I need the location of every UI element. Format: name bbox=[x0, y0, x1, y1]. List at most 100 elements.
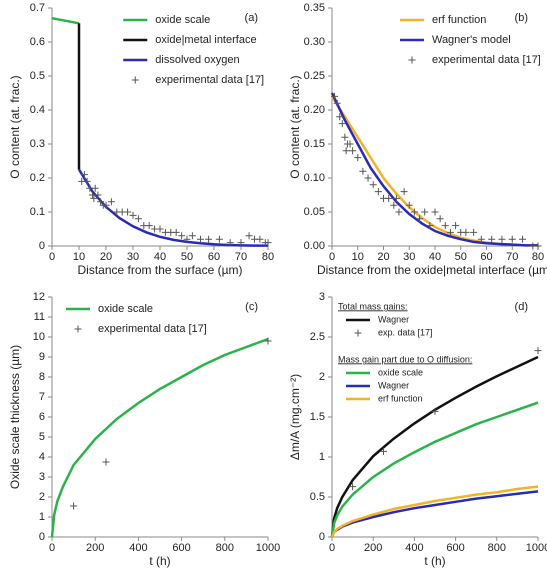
data-point bbox=[245, 232, 253, 240]
y-tick-label: 10 bbox=[33, 331, 45, 343]
data-point bbox=[405, 201, 413, 209]
y-tick-label: 1 bbox=[319, 451, 325, 463]
panel-label: (d) bbox=[515, 301, 528, 313]
series-line bbox=[330, 401, 539, 538]
data-point bbox=[264, 337, 272, 345]
data-point bbox=[124, 208, 132, 216]
x-tick-label: 800 bbox=[216, 542, 234, 554]
series-line bbox=[330, 490, 539, 538]
x-axis-label: t (h) bbox=[149, 554, 170, 568]
x-tick-label: 200 bbox=[86, 542, 104, 554]
y-tick-label: 0.05 bbox=[304, 206, 325, 218]
data-point bbox=[107, 198, 115, 206]
panel-label: (a) bbox=[245, 12, 258, 24]
y-tick-label: 3 bbox=[39, 471, 45, 483]
data-point bbox=[477, 235, 485, 243]
x-tick-label: 0 bbox=[49, 251, 55, 263]
data-point bbox=[416, 215, 424, 223]
x-tick-label: 30 bbox=[403, 251, 415, 263]
data-point bbox=[91, 184, 99, 192]
y-tick-label: 0.1 bbox=[30, 206, 45, 218]
data-point bbox=[426, 222, 434, 230]
legend-swatch bbox=[354, 329, 362, 337]
x-tick-label: 50 bbox=[455, 251, 467, 263]
legend-label: erf function bbox=[378, 393, 423, 403]
x-tick-label: 0 bbox=[329, 251, 335, 263]
y-tick-label: 0.25 bbox=[304, 70, 325, 82]
y-axis-label: Δm/A (mg.cm⁻²) bbox=[288, 374, 302, 460]
x-tick-label: 60 bbox=[480, 251, 492, 263]
legend-label: Wagner bbox=[378, 380, 409, 390]
y-axis-label: O content (at. frac.) bbox=[288, 75, 302, 178]
x-tick-label: 200 bbox=[364, 542, 382, 554]
y-tick-label: 0.5 bbox=[310, 491, 325, 503]
data-point bbox=[421, 208, 429, 216]
y-tick-label: 0.6 bbox=[30, 36, 45, 48]
legend-swatch bbox=[74, 325, 82, 333]
data-point bbox=[462, 228, 470, 236]
legend-label: oxide scale bbox=[378, 367, 423, 377]
data-point bbox=[431, 407, 439, 415]
data-point bbox=[369, 181, 377, 189]
x-tick-label: 20 bbox=[377, 251, 389, 263]
data-point bbox=[178, 232, 186, 240]
legend-label: Wagner bbox=[378, 314, 409, 324]
legend-label: oxide scale bbox=[98, 303, 153, 315]
data-point bbox=[400, 188, 408, 196]
y-tick-label: 0 bbox=[39, 531, 45, 543]
data-point bbox=[359, 167, 367, 175]
data-point bbox=[338, 120, 346, 128]
data-point bbox=[331, 92, 339, 100]
y-tick-label: 0.2 bbox=[30, 172, 45, 184]
legend-heading: Total mass gains: bbox=[338, 301, 408, 311]
data-point bbox=[215, 235, 223, 243]
data-point bbox=[390, 201, 398, 209]
y-axis-label: Oxide scale thickness (µm) bbox=[8, 345, 22, 489]
data-point bbox=[452, 222, 460, 230]
data-point bbox=[446, 228, 454, 236]
panel-label: (b) bbox=[515, 12, 528, 24]
series-line bbox=[330, 355, 539, 538]
data-point bbox=[90, 194, 98, 202]
data-point bbox=[374, 188, 382, 196]
series-line bbox=[330, 92, 538, 247]
y-tick-label: 0.7 bbox=[30, 2, 45, 14]
data-point bbox=[333, 99, 341, 107]
data-point bbox=[226, 239, 234, 247]
x-tick-label: 1000 bbox=[256, 542, 280, 554]
data-point bbox=[83, 177, 91, 185]
y-axis-label: O content (at. frac.) bbox=[8, 75, 22, 178]
y-tick-label: 4 bbox=[39, 451, 45, 463]
x-tick-label: 50 bbox=[181, 251, 193, 263]
y-tick-label: 2 bbox=[39, 491, 45, 503]
data-point bbox=[470, 228, 478, 236]
data-point bbox=[256, 235, 264, 243]
series-line bbox=[330, 485, 539, 538]
data-point bbox=[134, 215, 142, 223]
data-point bbox=[508, 235, 516, 243]
legend-label: experimental data [17] bbox=[98, 323, 207, 335]
legend-label: oxide scale bbox=[155, 14, 210, 26]
x-tick-label: 40 bbox=[429, 251, 441, 263]
y-tick-label: 2 bbox=[319, 371, 325, 383]
y-tick-label: 0.15 bbox=[304, 138, 325, 150]
y-tick-label: 0.10 bbox=[304, 172, 325, 184]
legend-swatch bbox=[408, 56, 416, 64]
legend-label: oxide|metal interface bbox=[155, 34, 256, 46]
data-point bbox=[102, 458, 110, 466]
y-tick-label: 8 bbox=[39, 371, 45, 383]
x-tick-label: 70 bbox=[506, 251, 518, 263]
data-point bbox=[349, 483, 357, 491]
legend-heading: Mass gain part due to O diffusion: bbox=[338, 354, 472, 364]
x-axis-label: t (h) bbox=[424, 554, 445, 568]
data-point bbox=[431, 208, 439, 216]
y-tick-label: 0.20 bbox=[304, 104, 325, 116]
data-point bbox=[436, 215, 444, 223]
data-point bbox=[188, 232, 196, 240]
y-tick-label: 2.5 bbox=[310, 331, 325, 343]
legend-label: exp. data [17] bbox=[378, 327, 433, 337]
data-point bbox=[80, 171, 88, 179]
y-tick-label: 3 bbox=[319, 291, 325, 303]
data-point bbox=[94, 191, 102, 199]
